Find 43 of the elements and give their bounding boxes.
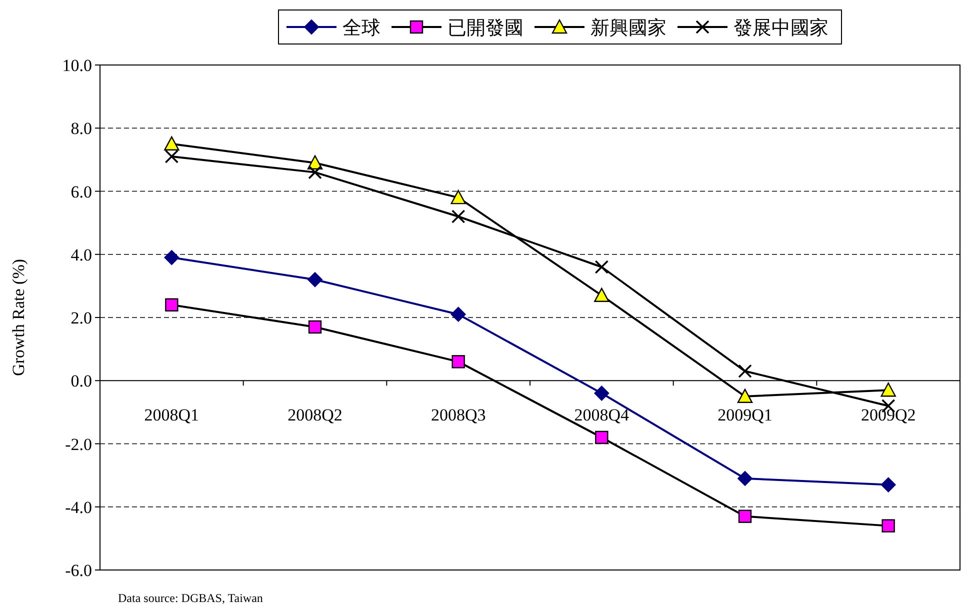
point [594, 288, 610, 302]
x-tick-label: 2008Q3 [430, 406, 486, 425]
point [452, 355, 465, 368]
y-axis-title: Growth Rate (%) [9, 258, 28, 376]
point [738, 470, 752, 486]
point [308, 165, 322, 180]
y-tick-label: 10.0 [62, 56, 92, 75]
point [451, 210, 466, 224]
legend-label: 新興國家 [590, 17, 666, 39]
legend-label: 已開發國 [448, 18, 524, 39]
point [450, 190, 466, 204]
x-tick-label: 2009Q2 [860, 406, 916, 425]
point [164, 136, 180, 151]
point [882, 519, 895, 532]
legend-label: 全球 [342, 18, 380, 39]
point [880, 477, 896, 492]
y-tick-label: 6.0 [70, 182, 92, 202]
y-tick-label: 8.0 [70, 119, 92, 138]
x-tick-label: 2008Q4 [574, 406, 630, 425]
y-tick-label: -6.0 [65, 561, 92, 580]
y-tick-label: -4.0 [65, 498, 92, 517]
y-tick-label: -2.0 [65, 434, 92, 454]
point [880, 382, 896, 397]
point [308, 320, 322, 334]
point [594, 260, 609, 274]
point [164, 150, 179, 164]
point [308, 272, 322, 288]
point [594, 386, 610, 401]
x-tick-label: 2008Q2 [288, 406, 342, 425]
point [738, 364, 752, 378]
point [738, 510, 752, 523]
point [165, 298, 178, 312]
point [450, 306, 466, 322]
x-tick-label: 2009Q1 [718, 406, 772, 425]
x-tick-label: 2008Q1 [144, 406, 200, 425]
y-tick-label: 4.0 [70, 245, 92, 264]
y-tick-label: 0.0 [70, 372, 92, 391]
point [595, 430, 608, 444]
source-note: Data source: DGBAS, Taiwan [118, 591, 263, 605]
legend-label: 發展中國家 [734, 17, 828, 39]
point [164, 250, 180, 266]
y-tick-label: 2.0 [70, 308, 92, 328]
point [737, 388, 753, 404]
